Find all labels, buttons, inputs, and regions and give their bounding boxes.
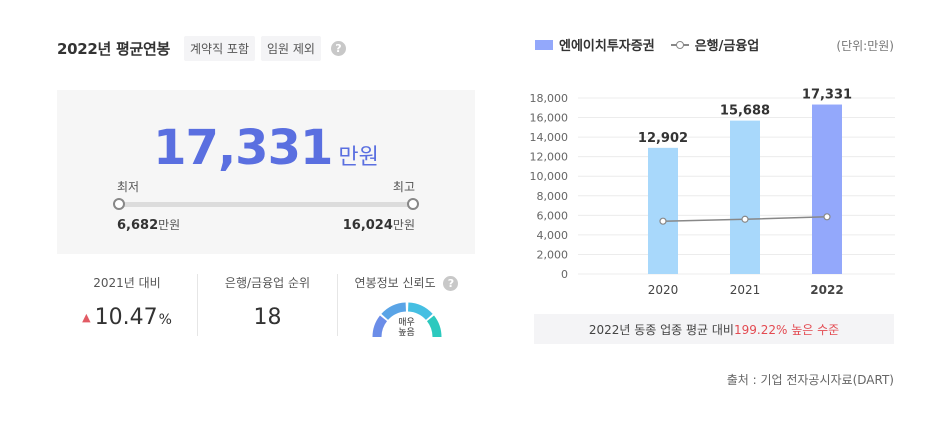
unit-note: (단위:만원) xyxy=(836,39,894,53)
bar-value-label: 12,902 xyxy=(638,131,688,146)
min-salary-value: 6,682 xyxy=(117,218,159,233)
y-tick-label: 14,000 xyxy=(530,131,569,144)
bar-value-label: 17,331 xyxy=(802,88,852,103)
y-tick-label: 2,000 xyxy=(537,248,569,261)
chart-legend: 엔에이치투자증권 은행/금융업 xyxy=(535,35,759,54)
industry-point xyxy=(741,215,749,223)
max-salary-unit: 만원 xyxy=(392,218,415,232)
y-tick-label: 12,000 xyxy=(530,151,569,164)
yoy-label: 2021년 대비 xyxy=(93,276,161,290)
min-salary: 6,682만원 xyxy=(117,216,180,233)
reliability-value: 매우 높음 xyxy=(369,318,445,338)
min-knob xyxy=(113,198,125,210)
note-prefix: 2022년 동종 업종 평균 대비 xyxy=(588,322,734,337)
page-title: 2022년 평균연봉 xyxy=(57,40,170,58)
max-salary: 16,024만원 xyxy=(343,216,415,233)
stat-reliability: 연봉정보 신뢰도 ? 매우 높음 xyxy=(337,274,475,339)
average-salary-unit: 만원 xyxy=(338,145,379,170)
max-salary-value: 16,024 xyxy=(342,218,393,233)
legend-industry: 은행/금융업 xyxy=(694,39,760,54)
tag-executive-excluded: 임원 제외 xyxy=(261,36,321,61)
stat-yoy: 2021년 대비 ▲ 10.47% xyxy=(57,274,197,336)
yoy-value-row: ▲ 10.47% xyxy=(57,305,197,330)
industry-point xyxy=(659,217,667,225)
max-knob xyxy=(407,198,419,210)
y-tick-label: 18,000 xyxy=(530,92,569,105)
min-salary-unit: 만원 xyxy=(158,218,181,232)
legend-line-swatch xyxy=(670,40,689,50)
average-salary-card: 17,331 만원 최저 최고 6,682만원 16,024만원 xyxy=(57,90,475,254)
x-tick-label: 2020 xyxy=(648,283,679,297)
y-tick-label: 4,000 xyxy=(537,229,569,242)
x-tick-label: 2022 xyxy=(810,283,843,297)
y-tick-label: 8,000 xyxy=(537,190,569,203)
tag-contract-included: 계약직 포함 xyxy=(183,36,255,61)
legend-bar-swatch xyxy=(535,39,553,50)
yoy-unit: % xyxy=(158,312,172,328)
yoy-value: 10.47 xyxy=(94,305,158,330)
min-label: 최저 xyxy=(117,180,140,194)
x-tick-label: 2021 xyxy=(730,283,761,297)
stat-rank: 은행/금융업 순위 18 xyxy=(197,274,337,336)
rank-value: 18 xyxy=(253,305,282,330)
source-note: 출처 : 기업 전자공시자료(DART) xyxy=(726,373,894,387)
legend-company: 엔에이치투자증권 xyxy=(559,39,655,54)
reliability-gauge: 매우 높음 xyxy=(369,299,445,339)
question-icon[interactable]: ? xyxy=(443,276,459,291)
chart-bar xyxy=(812,104,842,274)
comparison-note: 2022년 동종 업종 평균 대비 199.22% 높은 수준 xyxy=(534,314,894,344)
industry-point xyxy=(823,213,831,221)
max-label: 최고 xyxy=(392,180,415,194)
salary-range-bar xyxy=(113,198,419,210)
average-salary-value: 17,331 xyxy=(153,120,333,176)
rank-label: 은행/금융업 순위 xyxy=(224,276,311,290)
y-tick-label: 0 xyxy=(561,268,568,281)
salary-chart: 18,000 16,000 14,000 12,000 10,000 8,000 6,000… xyxy=(530,88,895,297)
y-tick-label: 16,000 xyxy=(530,112,569,125)
gauge-arc xyxy=(371,302,442,338)
chart-bar xyxy=(730,120,760,274)
reliability-label: 연봉정보 신뢰도 xyxy=(354,276,436,290)
reliability-text-2: 높음 xyxy=(398,328,415,338)
y-tick-label: 10,000 xyxy=(530,170,569,183)
reliability-text-1: 매우 xyxy=(398,318,415,328)
note-highlight: 199.22% 높은 수준 xyxy=(733,322,840,337)
up-triangle-icon: ▲ xyxy=(82,311,91,324)
bar-value-label: 15,688 xyxy=(720,104,770,119)
reliability-label-row: 연봉정보 신뢰도 ? xyxy=(338,274,475,291)
y-tick-label: 6,000 xyxy=(537,209,569,222)
chart-bar xyxy=(648,147,678,274)
question-icon[interactable]: ? xyxy=(330,41,346,56)
average-salary: 17,331 만원 xyxy=(57,120,475,176)
section-header: 2022년 평균연봉 계약직 포함 임원 제외 ? xyxy=(57,36,346,61)
